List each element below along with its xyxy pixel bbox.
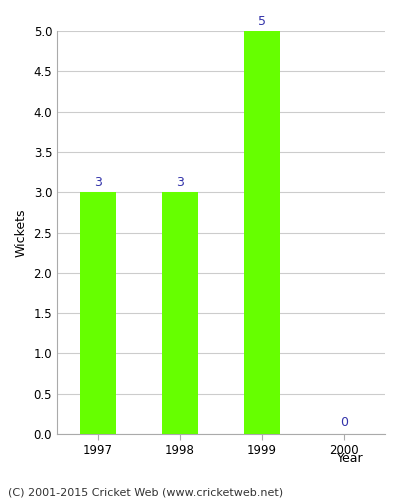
Text: 5: 5 <box>258 15 266 28</box>
Bar <box>80 192 116 434</box>
Bar <box>162 192 198 434</box>
Y-axis label: Wickets: Wickets <box>15 208 28 257</box>
Text: 3: 3 <box>94 176 102 189</box>
Text: Year: Year <box>337 452 364 466</box>
Text: 0: 0 <box>340 416 348 429</box>
Text: (C) 2001-2015 Cricket Web (www.cricketweb.net): (C) 2001-2015 Cricket Web (www.cricketwe… <box>8 488 283 498</box>
Bar <box>244 31 280 434</box>
Text: 3: 3 <box>176 176 184 189</box>
